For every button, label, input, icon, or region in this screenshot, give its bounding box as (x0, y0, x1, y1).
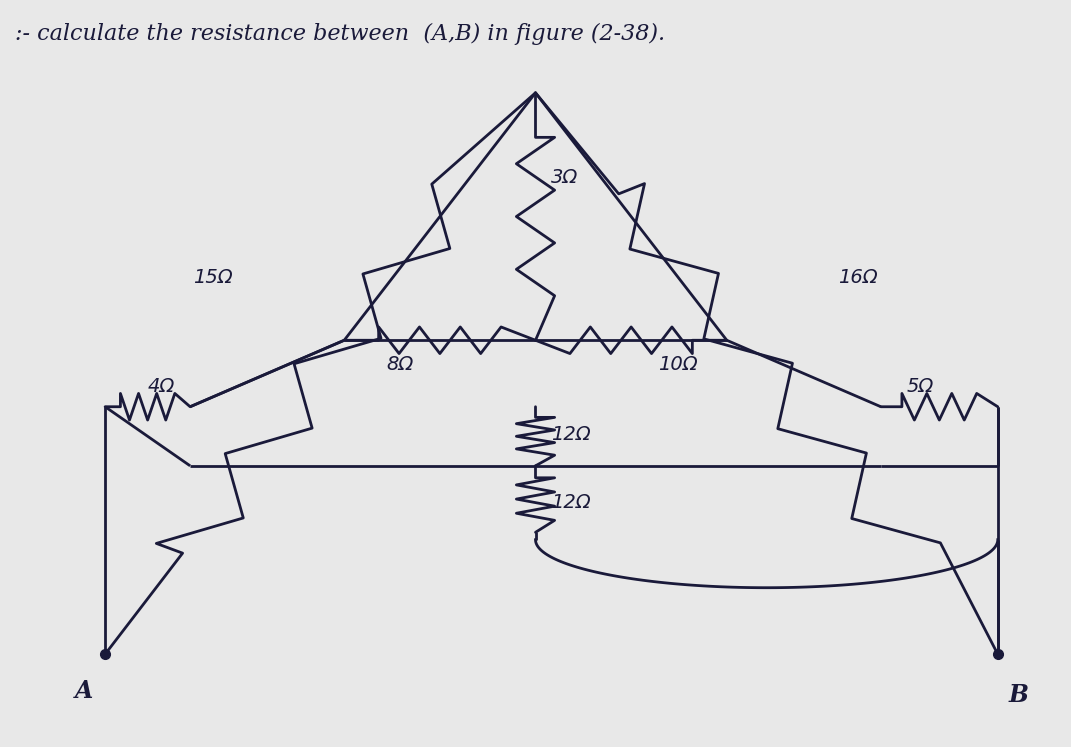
Text: 3Ω: 3Ω (552, 168, 578, 187)
Text: B: B (1009, 683, 1029, 707)
Text: 12Ω: 12Ω (552, 492, 591, 512)
Text: :- calculate the resistance between  (A,B) in figure (2-38).: :- calculate the resistance between (A,B… (15, 22, 665, 45)
Text: 12Ω: 12Ω (552, 424, 591, 444)
Text: 15Ω: 15Ω (193, 268, 232, 287)
Text: 8Ω: 8Ω (386, 355, 413, 374)
Text: 10Ω: 10Ω (658, 355, 697, 374)
Text: A: A (75, 679, 93, 703)
Text: 4Ω: 4Ω (148, 376, 175, 396)
Text: 5Ω: 5Ω (907, 376, 934, 396)
Text: 16Ω: 16Ω (839, 268, 878, 287)
